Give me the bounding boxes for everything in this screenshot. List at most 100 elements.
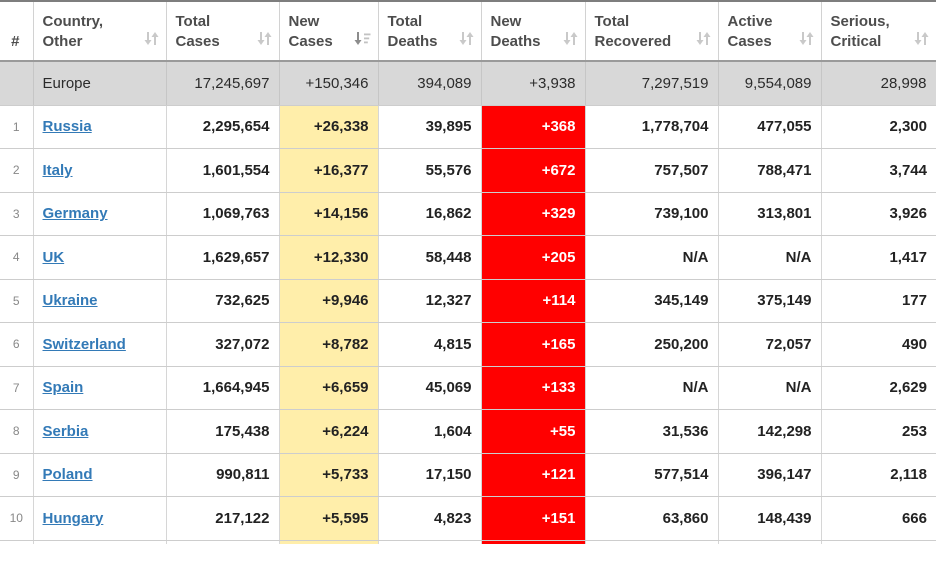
cell-total-deaths: 17,150	[378, 453, 482, 497]
cell-new-deaths: +151	[481, 496, 586, 541]
column-label: Total Deaths	[387, 13, 438, 50]
cell-total-cases: 175,438	[166, 409, 280, 454]
cell-new-cases: +6,224	[279, 409, 379, 454]
cell-total-cases: 217,122	[166, 496, 280, 541]
cell-active-cases: 788,471	[718, 148, 822, 193]
cell-country: Switzerland	[33, 322, 167, 367]
cell-total-recovered: 250,200	[585, 322, 719, 367]
country-link[interactable]: Germany	[42, 205, 108, 223]
cell-active-cases: N/A	[718, 366, 822, 410]
cell-total-cases: 990,811	[166, 453, 280, 497]
table-row: 10 Hungary 217,122 +5,595 4,823 +151 63,…	[0, 496, 936, 541]
cell-total-recovered: 63,860	[585, 496, 719, 541]
column-label: Total Cases	[175, 13, 220, 50]
totals-total-cases: 17,245,697	[166, 60, 280, 106]
cell-new-cases: +5,733	[279, 453, 379, 497]
cell-total-deaths: 58,448	[378, 235, 482, 280]
cell-serious-critical: 2,629	[821, 366, 936, 410]
totals-total-recovered: 7,297,519	[585, 60, 719, 106]
cell-total-recovered: 757,507	[585, 148, 719, 193]
column-header-new-deaths[interactable]: New Deaths	[481, 0, 586, 61]
country-link[interactable]: Switzerland	[42, 335, 126, 353]
cell-total-cases: 1,601,554	[166, 148, 280, 193]
cell-new-cases: +16,377	[279, 148, 379, 193]
cell-serious-critical: 253	[821, 409, 936, 454]
totals-total-deaths: 394,089	[378, 60, 482, 106]
cell-new-cases: +14,156	[279, 192, 379, 236]
cell-new-deaths: +329	[481, 192, 586, 236]
cell-rank: 8	[0, 409, 34, 454]
cell-active-cases: 477,055	[718, 105, 822, 149]
column-header-total-deaths[interactable]: Total Deaths	[378, 0, 482, 61]
cell-country: Spain	[33, 366, 167, 410]
country-link[interactable]: UK	[42, 248, 65, 266]
country-link[interactable]: Spain	[42, 379, 84, 397]
cell-total-recovered: N/A	[585, 366, 719, 410]
column-header-total-recovered[interactable]: Total Recovered	[585, 0, 719, 61]
country-link[interactable]: Ukraine	[42, 292, 98, 310]
cell-country: Hungary	[33, 496, 167, 541]
column-header-new-cases[interactable]: New Cases	[279, 0, 379, 61]
covid-stats-table: # Country, Other Total Cases	[0, 0, 936, 544]
sort-icon	[914, 32, 929, 45]
column-label: New Cases	[288, 13, 333, 50]
column-header-serious-critical[interactable]: Serious, Critical	[821, 0, 936, 61]
sort-icon	[563, 32, 577, 45]
cell-serious-critical: 3,744	[821, 148, 936, 193]
table-row: 7 Spain 1,664,945 +6,659 45,069 +133 N/A…	[0, 366, 936, 410]
cell-country: Poland	[33, 453, 167, 497]
cell-country: Germany	[33, 192, 167, 236]
cell-rank	[0, 60, 34, 106]
cell-serious-critical: 490	[821, 322, 936, 367]
cell-total-cases: 1,069,763	[166, 192, 280, 236]
country-link[interactable]: Italy	[42, 161, 73, 179]
cell-rank: 10	[0, 496, 34, 541]
cell-serious-critical: 1,417	[821, 235, 936, 280]
cell-active-cases: 396,147	[718, 453, 822, 497]
cell-rank: 2	[0, 148, 34, 193]
cell-rank: 5	[0, 279, 34, 323]
cell-active-cases: 375,149	[718, 279, 822, 323]
cell-active-cases: 313,801	[718, 192, 822, 236]
sort-icon	[144, 32, 158, 45]
totals-new-cases: +150,346	[279, 60, 379, 106]
column-header-total-cases[interactable]: Total Cases	[166, 0, 280, 61]
cell-new-deaths: +165	[481, 322, 586, 367]
country-link[interactable]: Russia	[42, 118, 92, 136]
column-label: Serious, Critical	[830, 13, 890, 50]
cell-rank: 6	[0, 322, 34, 367]
cell-total-cases: 1,664,945	[166, 366, 280, 410]
column-label: #	[11, 33, 20, 50]
column-header-active-cases[interactable]: Active Cases	[718, 0, 822, 61]
table-row: 4 UK 1,629,657 +12,330 58,448 +205 N/A N…	[0, 235, 936, 280]
cell-total-cases: 1,629,657	[166, 235, 280, 280]
cell-new-deaths: +114	[481, 279, 586, 323]
totals-serious-critical: 28,998	[821, 60, 936, 106]
cell-total-cases: 2,295,654	[166, 105, 280, 149]
sort-icon	[257, 32, 271, 45]
cell-new-deaths: +133	[481, 366, 586, 410]
table-row: 5 Ukraine 732,625 +9,946 12,327 +114 345…	[0, 279, 936, 323]
table-row: 8 Serbia 175,438 +6,224 1,604 +55 31,536…	[0, 409, 936, 454]
column-header-rank: #	[0, 0, 34, 61]
column-label: Country, Other	[42, 13, 104, 50]
cell-total-deaths: 55,576	[378, 148, 482, 193]
column-label: Active Cases	[727, 13, 773, 50]
totals-row-europe: Europe 17,245,697 +150,346 394,089 +3,93…	[0, 60, 936, 106]
sort-icon	[799, 32, 813, 45]
cell-serious-critical: 3,926	[821, 192, 936, 236]
cell-new-cases: +6,659	[279, 366, 379, 410]
country-link[interactable]: Poland	[42, 466, 93, 484]
cell-new-deaths: +55	[481, 409, 586, 454]
table-row: 6 Switzerland 327,072 +8,782 4,815 +165 …	[0, 322, 936, 367]
cell-total-deaths: 4,815	[378, 322, 482, 367]
cell-total-deaths: 1,604	[378, 409, 482, 454]
totals-new-deaths: +3,938	[481, 60, 586, 106]
country-link[interactable]: Serbia	[42, 422, 89, 440]
cell-active-cases: 72,057	[718, 322, 822, 367]
table-row: 9 Poland 990,811 +5,733 17,150 +121 577,…	[0, 453, 936, 497]
country-link[interactable]: Hungary	[42, 509, 104, 527]
column-header-country[interactable]: Country, Other	[33, 0, 167, 61]
cell-new-deaths: +121	[481, 453, 586, 497]
cell-total-deaths: 12,327	[378, 279, 482, 323]
